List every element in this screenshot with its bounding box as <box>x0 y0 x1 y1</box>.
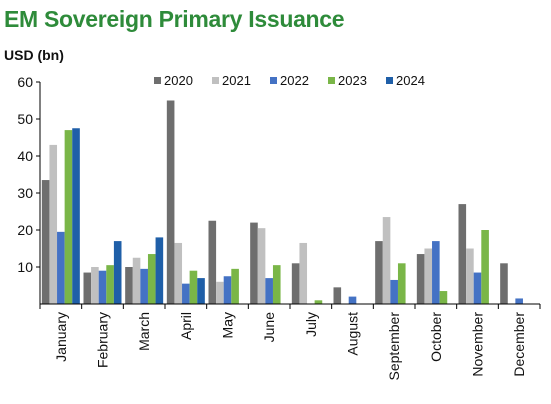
y-tick-label: 50 <box>17 111 33 127</box>
x-tick-label: January <box>53 312 69 362</box>
bar-2023-june <box>272 265 281 304</box>
y-tick-label: 40 <box>17 148 33 164</box>
y-tick-label: 10 <box>17 259 33 275</box>
bar-2021-may <box>216 281 224 304</box>
legend-swatch-2021 <box>212 77 219 84</box>
legend-swatch-2024 <box>386 77 393 84</box>
bar-2021-february <box>91 267 99 304</box>
bar-2023-february <box>106 265 114 304</box>
bar-2023-october <box>439 291 448 304</box>
bar-2022-may <box>223 276 232 304</box>
bar-2022-december <box>515 298 523 304</box>
bar-2020-march <box>125 267 133 304</box>
y-tick-label: 20 <box>17 222 33 238</box>
bar-2020-april <box>166 100 175 304</box>
bar-2021-october <box>424 248 433 304</box>
x-tick-label: August <box>345 312 361 356</box>
x-tick-label: September <box>386 312 402 381</box>
x-tick-label: October <box>428 312 444 362</box>
x-tick-label: March <box>136 312 152 351</box>
chart-title: EM Sovereign Primary Issuance <box>4 6 345 32</box>
legend-label-2023: 2023 <box>338 73 367 88</box>
x-tick-label: December <box>511 312 527 377</box>
bar-2021-march <box>132 257 141 304</box>
bar-2020-november <box>458 204 467 304</box>
legend-label-2021: 2021 <box>222 73 251 88</box>
x-tick-label: July <box>303 312 319 337</box>
bar-2021-january <box>49 144 58 304</box>
bar-2023-april <box>189 270 198 304</box>
x-tick-label: November <box>470 312 486 377</box>
y-tick-label: 30 <box>17 185 33 201</box>
bar-2021-july <box>299 242 308 304</box>
legend-label-2020: 2020 <box>164 73 193 88</box>
bar-2024-february <box>113 241 122 304</box>
bar-2020-october <box>416 254 425 304</box>
bar-2022-march <box>140 268 148 304</box>
y-tick-label: 60 <box>17 74 33 90</box>
bar-2024-january <box>72 128 80 304</box>
bar-2021-november <box>466 248 474 304</box>
bar-2020-july <box>291 263 300 304</box>
bar-2022-april <box>182 283 190 304</box>
legend-label-2024: 2024 <box>396 73 425 88</box>
bar-2020-february <box>83 272 92 304</box>
legend-swatch-2023 <box>328 77 335 84</box>
x-tick-label: April <box>178 312 194 340</box>
x-tick-label: June <box>261 312 277 343</box>
bar-2020-january <box>41 180 50 304</box>
bar-2020-may <box>208 220 217 304</box>
bar-2023-may <box>231 268 239 304</box>
bar-2023-january <box>64 130 73 304</box>
bar-2022-november <box>473 272 482 304</box>
legend-swatch-2022 <box>270 77 277 84</box>
bar-2022-february <box>98 270 107 304</box>
bar-2023-july <box>314 300 323 304</box>
bar-2022-september <box>390 279 398 304</box>
bar-2020-august <box>333 287 342 304</box>
bar-2021-september <box>382 217 391 304</box>
bar-2022-october <box>432 241 440 304</box>
bar-2021-april <box>174 242 183 304</box>
x-tick-label: February <box>95 312 111 368</box>
bar-2022-june <box>265 278 273 304</box>
bar-2023-november <box>481 230 489 304</box>
bar-2024-april <box>197 278 205 304</box>
bar-2024-march <box>155 237 164 304</box>
bar-2021-june <box>257 228 266 304</box>
bar-2023-september <box>397 263 406 304</box>
bar-2022-january <box>57 231 65 304</box>
legend-label-2022: 2022 <box>280 73 309 88</box>
legend-swatch-2020 <box>154 77 161 84</box>
y-axis-label: USD (bn) <box>4 47 64 63</box>
bar-2020-december <box>500 263 508 304</box>
bar-2020-september <box>375 241 383 304</box>
bar-2023-march <box>147 254 156 304</box>
x-tick-label: May <box>220 312 236 338</box>
bar-2020-june <box>250 222 258 304</box>
bar-2022-august <box>348 296 357 304</box>
